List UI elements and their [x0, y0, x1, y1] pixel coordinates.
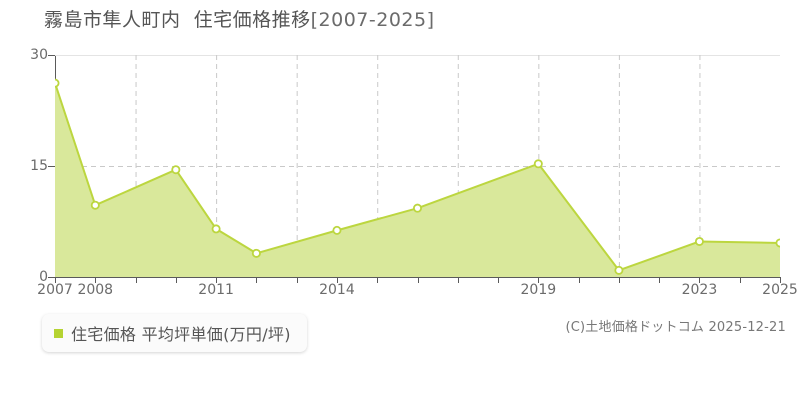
chart-title: 霧島市隼人町内 住宅価格推移[2007-2025]	[0, 8, 800, 32]
x-axis-tick-mark	[699, 277, 701, 283]
y-axis-labels: 0 15 30	[0, 0, 48, 400]
area-chart-svg	[55, 55, 780, 278]
data-point-marker[interactable]	[171, 165, 181, 175]
x-axis-tick-label: 2008	[77, 282, 114, 298]
data-point-marker[interactable]	[694, 236, 704, 246]
y-axis-tick-label: 0	[39, 269, 48, 285]
x-axis-tick-mark	[55, 277, 56, 283]
x-axis-tick-mark	[659, 277, 661, 283]
plot-area	[55, 55, 780, 278]
x-axis-tick-label: 2019	[520, 282, 557, 298]
x-axis-tick-mark	[578, 277, 580, 283]
x-axis-tick-mark	[296, 277, 298, 283]
copyright-credit: (C)土地価格ドットコム 2025-12-21	[565, 320, 786, 335]
x-axis-tick-mark	[498, 277, 500, 283]
x-axis-tick-mark	[95, 277, 97, 283]
x-axis-tick-label: 2023	[681, 282, 718, 298]
x-axis-tick-label: 2011	[198, 282, 234, 298]
y-axis-tick-mark	[48, 55, 55, 56]
chart-legend[interactable]: 住宅価格 平均坪単価(万円/坪)	[42, 314, 307, 352]
x-axis-tick-mark	[780, 277, 781, 283]
chart-title-range: [2007-2025]	[310, 9, 435, 31]
x-axis-labels: 2007 2008 2011 2014 2019 2023 2025	[0, 282, 800, 306]
data-point-marker[interactable]	[533, 159, 543, 169]
x-axis-tick-label: 2025	[762, 282, 798, 298]
x-axis-tick-mark	[175, 277, 177, 283]
y-axis-tick-mark	[48, 277, 55, 278]
x-axis-tick-mark	[457, 277, 459, 283]
x-axis-tick-mark	[216, 277, 218, 283]
data-point-marker[interactable]	[332, 225, 342, 235]
data-point-marker[interactable]	[412, 203, 422, 213]
x-axis-tick-mark	[739, 277, 741, 283]
legend-square-icon	[54, 328, 63, 338]
series-area-fill	[55, 83, 780, 278]
chart-title-region: 霧島市隼人町内	[44, 9, 181, 31]
x-axis-tick-mark	[618, 277, 620, 283]
legend-label: 住宅価格 平均坪単価(万円/坪)	[71, 325, 291, 344]
x-axis-tick-mark	[417, 277, 419, 283]
x-axis-tick-mark	[336, 277, 338, 283]
y-axis-tick-label: 15	[30, 158, 48, 174]
chart-title-metric: 住宅価格推移	[193, 9, 311, 31]
data-point-marker[interactable]	[211, 224, 221, 234]
data-point-marker[interactable]	[90, 200, 100, 210]
x-axis-tick-mark	[377, 277, 379, 283]
y-axis-tick-label: 30	[30, 47, 48, 63]
data-point-marker[interactable]	[775, 238, 780, 248]
x-axis-tick-label: 2014	[319, 282, 355, 298]
data-point-marker[interactable]	[614, 265, 624, 275]
x-axis-tick-mark	[135, 277, 137, 283]
x-axis-tick-label: 2007	[37, 282, 73, 298]
data-point-marker[interactable]	[55, 78, 60, 88]
x-axis-tick-mark	[538, 277, 540, 283]
data-point-marker[interactable]	[251, 248, 261, 258]
x-axis-tick-mark	[256, 277, 258, 283]
y-axis-tick-mark	[48, 166, 55, 167]
